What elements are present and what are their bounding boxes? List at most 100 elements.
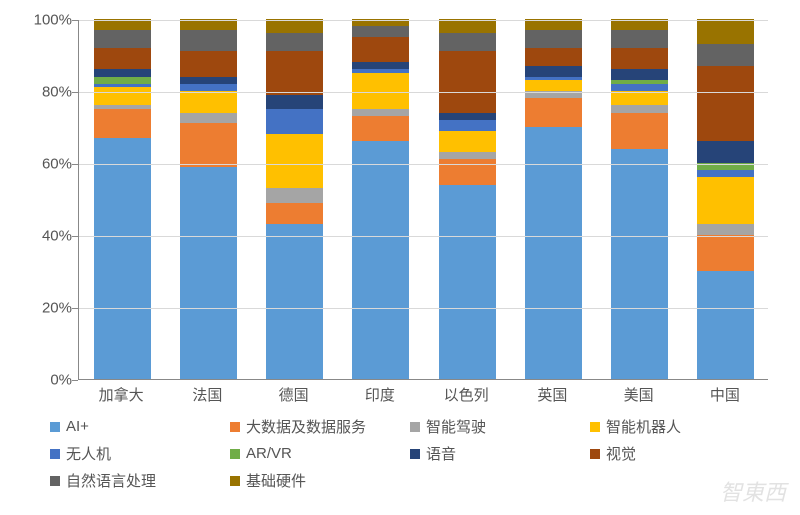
bar-segment — [439, 152, 496, 159]
bar-segment — [439, 131, 496, 153]
chart-container: 加拿大法国德国印度以色列英国美国中国 AI+大数据及数据服务智能驾驶智能机器人无… — [20, 20, 780, 495]
y-tick-mark — [72, 92, 78, 93]
legend-swatch — [590, 422, 600, 432]
bar-segment — [439, 51, 496, 112]
bar-segment — [266, 33, 323, 51]
legend-swatch — [230, 449, 240, 459]
legend-item: 无人机 — [50, 443, 230, 464]
x-tick-label: 英国 — [537, 384, 567, 405]
legend-label: 智能机器人 — [606, 416, 681, 437]
bar-segment — [611, 149, 668, 379]
bar-segment — [439, 19, 496, 33]
y-tick-mark — [72, 236, 78, 237]
legend-label: 基础硬件 — [246, 470, 306, 491]
bar-segment — [94, 48, 151, 70]
y-tick-mark — [72, 164, 78, 165]
bar-segment — [94, 30, 151, 48]
watermark-text: 智東西 — [720, 475, 786, 507]
bar-segment — [180, 77, 237, 84]
bar-column — [697, 20, 754, 379]
legend-label: 大数据及数据服务 — [246, 416, 366, 437]
bar-segment — [266, 188, 323, 202]
legend-swatch — [50, 476, 60, 486]
legend-item: 视觉 — [590, 443, 770, 464]
bar-segment — [266, 134, 323, 188]
bar-segment — [611, 30, 668, 48]
bar-segment — [94, 84, 151, 88]
bar-column — [611, 20, 668, 379]
legend-item: 语音 — [410, 443, 590, 464]
bar-segment — [266, 224, 323, 379]
bar-segment — [697, 235, 754, 271]
bar-segment — [697, 19, 754, 44]
legend-item: 大数据及数据服务 — [230, 416, 410, 437]
legend-item: AR/VR — [230, 443, 410, 464]
x-tick-label: 法国 — [192, 384, 222, 405]
bar-segment — [525, 66, 582, 77]
legend-swatch — [230, 422, 240, 432]
bar-segment — [697, 66, 754, 142]
bar-column — [266, 20, 323, 379]
bar-segment — [180, 167, 237, 379]
legend-item: 基础硬件 — [230, 470, 410, 491]
bar-segment — [525, 98, 582, 127]
legend-swatch — [590, 449, 600, 459]
bar-segment — [697, 44, 754, 66]
x-tick-label: 加拿大 — [99, 384, 144, 405]
bar-segment — [611, 84, 668, 91]
bar-column — [525, 20, 582, 379]
bar-segment — [697, 170, 754, 177]
bar-segment — [352, 62, 409, 69]
legend-item: 智能驾驶 — [410, 416, 590, 437]
bar-segment — [352, 69, 409, 73]
bar-segment — [439, 185, 496, 379]
bar-segment — [352, 116, 409, 141]
plot-area — [78, 20, 768, 380]
bar-segment — [611, 91, 668, 105]
y-tick-label: 100% — [20, 12, 72, 29]
bar-segment — [94, 138, 151, 379]
bar-segment — [439, 120, 496, 131]
bar-segment — [180, 113, 237, 124]
y-tick-label: 20% — [20, 300, 72, 317]
bar-segment — [180, 84, 237, 91]
bar-segment — [352, 26, 409, 37]
x-tick-label: 美国 — [624, 384, 654, 405]
bar-segment — [525, 80, 582, 91]
bar-segment — [94, 69, 151, 76]
bar-column — [94, 20, 151, 379]
x-tick-label: 以色列 — [444, 384, 489, 405]
bar-segment — [352, 37, 409, 62]
bar-segment — [439, 33, 496, 51]
legend-label: AR/VR — [246, 445, 292, 462]
legend-item: 智能机器人 — [590, 416, 770, 437]
bar-segment — [611, 69, 668, 80]
legend-swatch — [50, 449, 60, 459]
bar-segment — [266, 109, 323, 134]
bar-segment — [94, 109, 151, 138]
gridline — [79, 20, 768, 21]
y-tick-mark — [72, 308, 78, 309]
legend-item: AI+ — [50, 416, 230, 437]
legend-label: 无人机 — [66, 443, 111, 464]
bar-segment — [697, 224, 754, 235]
y-tick-label: 80% — [20, 84, 72, 101]
bar-segment — [525, 48, 582, 66]
legend-label: 视觉 — [606, 443, 636, 464]
bar-segment — [352, 141, 409, 379]
bar-segment — [439, 113, 496, 120]
bar-segment — [697, 177, 754, 224]
bar-segment — [266, 51, 323, 94]
bar-segment — [180, 123, 237, 166]
gridline — [79, 164, 768, 165]
bar-column — [352, 20, 409, 379]
bar-segment — [697, 141, 754, 163]
bar-column — [439, 20, 496, 379]
legend-swatch — [410, 449, 420, 459]
gridline — [79, 308, 768, 309]
bar-segment — [266, 19, 323, 33]
bar-segment — [94, 105, 151, 109]
bar-segment — [611, 80, 668, 84]
bar-segment — [94, 77, 151, 84]
bar-segment — [611, 113, 668, 149]
